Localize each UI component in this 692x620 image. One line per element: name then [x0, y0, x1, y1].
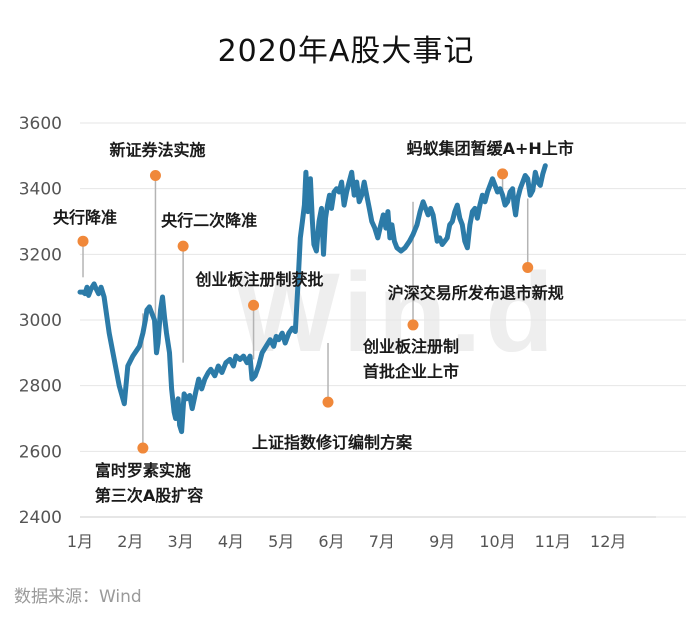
y-tick-label: 2800	[19, 377, 62, 397]
annotation-marker	[149, 170, 161, 182]
x-tick-label: 9月	[429, 532, 455, 551]
x-tick-label: 5月	[268, 532, 294, 551]
y-tick-label: 2600	[19, 442, 62, 462]
x-tick-label: 7月	[369, 532, 395, 551]
x-tick-label: 1月	[67, 532, 93, 551]
x-tick-label: 3月	[168, 532, 194, 551]
annotation-marker	[322, 396, 334, 408]
annotation-marker	[522, 261, 534, 273]
annotation-label: 第三次A股扩容	[95, 486, 203, 505]
annotation-label: 央行二次降准	[161, 211, 257, 230]
x-tick-label: 12月	[590, 532, 626, 551]
y-tick-label: 3600	[19, 114, 62, 134]
y-tick-label: 2400	[19, 508, 62, 528]
y-tick-label: 3000	[19, 311, 62, 331]
series-line	[77, 163, 548, 435]
annotation-label: 创业板注册制获批	[195, 270, 324, 289]
x-tick-label: 11月	[535, 532, 571, 551]
y-tick-label: 3200	[19, 245, 62, 265]
annotation-marker	[137, 442, 149, 454]
annotation-label: 蚂蚁集团暂缓A+H上市	[407, 139, 574, 158]
data-source: 数据来源：Wind	[14, 587, 142, 607]
annotation-marker	[248, 299, 260, 311]
annotation-label: 新证券法实施	[109, 141, 205, 160]
chart-title: 2020年A股大事记	[217, 34, 475, 69]
annotation-label: 创业板注册制	[362, 337, 459, 356]
annotation-label: 富时罗素实施	[95, 461, 191, 480]
annotation-marker	[407, 319, 419, 331]
annotation-label: 央行降准	[53, 208, 117, 227]
x-tick-label: 2月	[117, 532, 143, 551]
annotation-label: 沪深交易所发布退市新规	[388, 283, 564, 302]
y-tick-label: 3400	[19, 180, 62, 200]
annotation-marker	[497, 168, 509, 180]
annotation-label: 上证指数修订编制方案	[252, 433, 413, 452]
annotation-label: 首批企业上市	[363, 362, 459, 381]
annotation-marker	[77, 235, 89, 247]
x-tick-label: 10月	[479, 532, 515, 551]
watermark: Win.d	[234, 250, 558, 375]
x-tick-label: 4月	[218, 532, 244, 551]
x-tick-label: 6月	[318, 532, 344, 551]
annotation-marker	[177, 240, 189, 252]
